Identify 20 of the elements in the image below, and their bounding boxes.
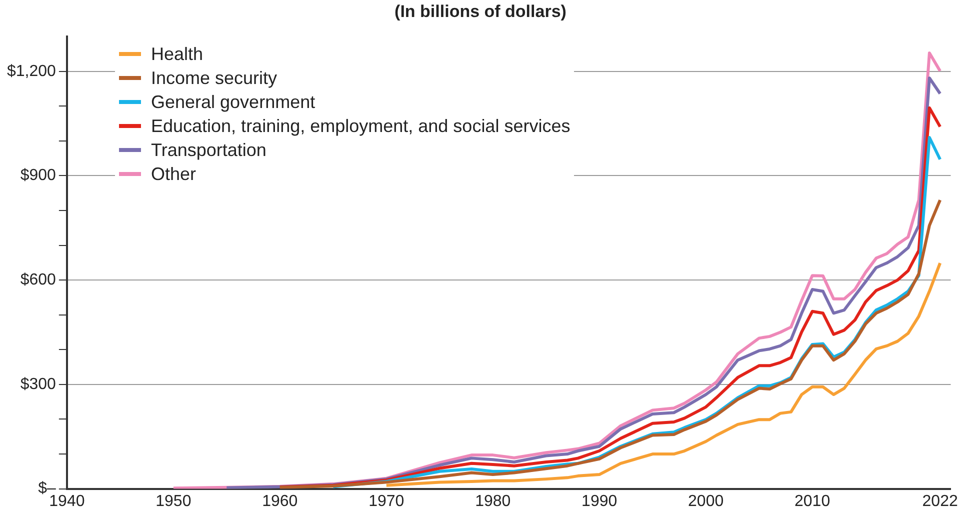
- y-tick-label: $1,200: [7, 62, 56, 80]
- x-tick-label: 1940: [49, 492, 85, 510]
- chart-title: (In billions of dollars): [394, 1, 568, 23]
- legend-label: Health: [151, 44, 204, 64]
- legend-label: Transportation: [151, 140, 266, 160]
- legend-label: Income security: [151, 68, 278, 88]
- x-tick-label: 1950: [156, 492, 192, 510]
- y-tick-label: $900: [20, 167, 56, 184]
- y-tick-label: $600: [20, 272, 56, 288]
- x-tick-label: 2022: [922, 492, 958, 510]
- y-tick-label: $300: [20, 376, 56, 393]
- x-tick-label: 2010: [794, 492, 830, 510]
- legend-label: Other: [151, 164, 196, 184]
- x-tick-label: 1960: [262, 492, 298, 510]
- x-tick-label: 1970: [368, 492, 404, 510]
- legend-label: Education, training, employment, and social services: [151, 116, 570, 136]
- x-tick-label: 1980: [475, 492, 511, 510]
- x-tick-label: 2000: [688, 492, 724, 510]
- legend-label: General government: [151, 92, 316, 112]
- x-tick-label: 1990: [582, 492, 618, 510]
